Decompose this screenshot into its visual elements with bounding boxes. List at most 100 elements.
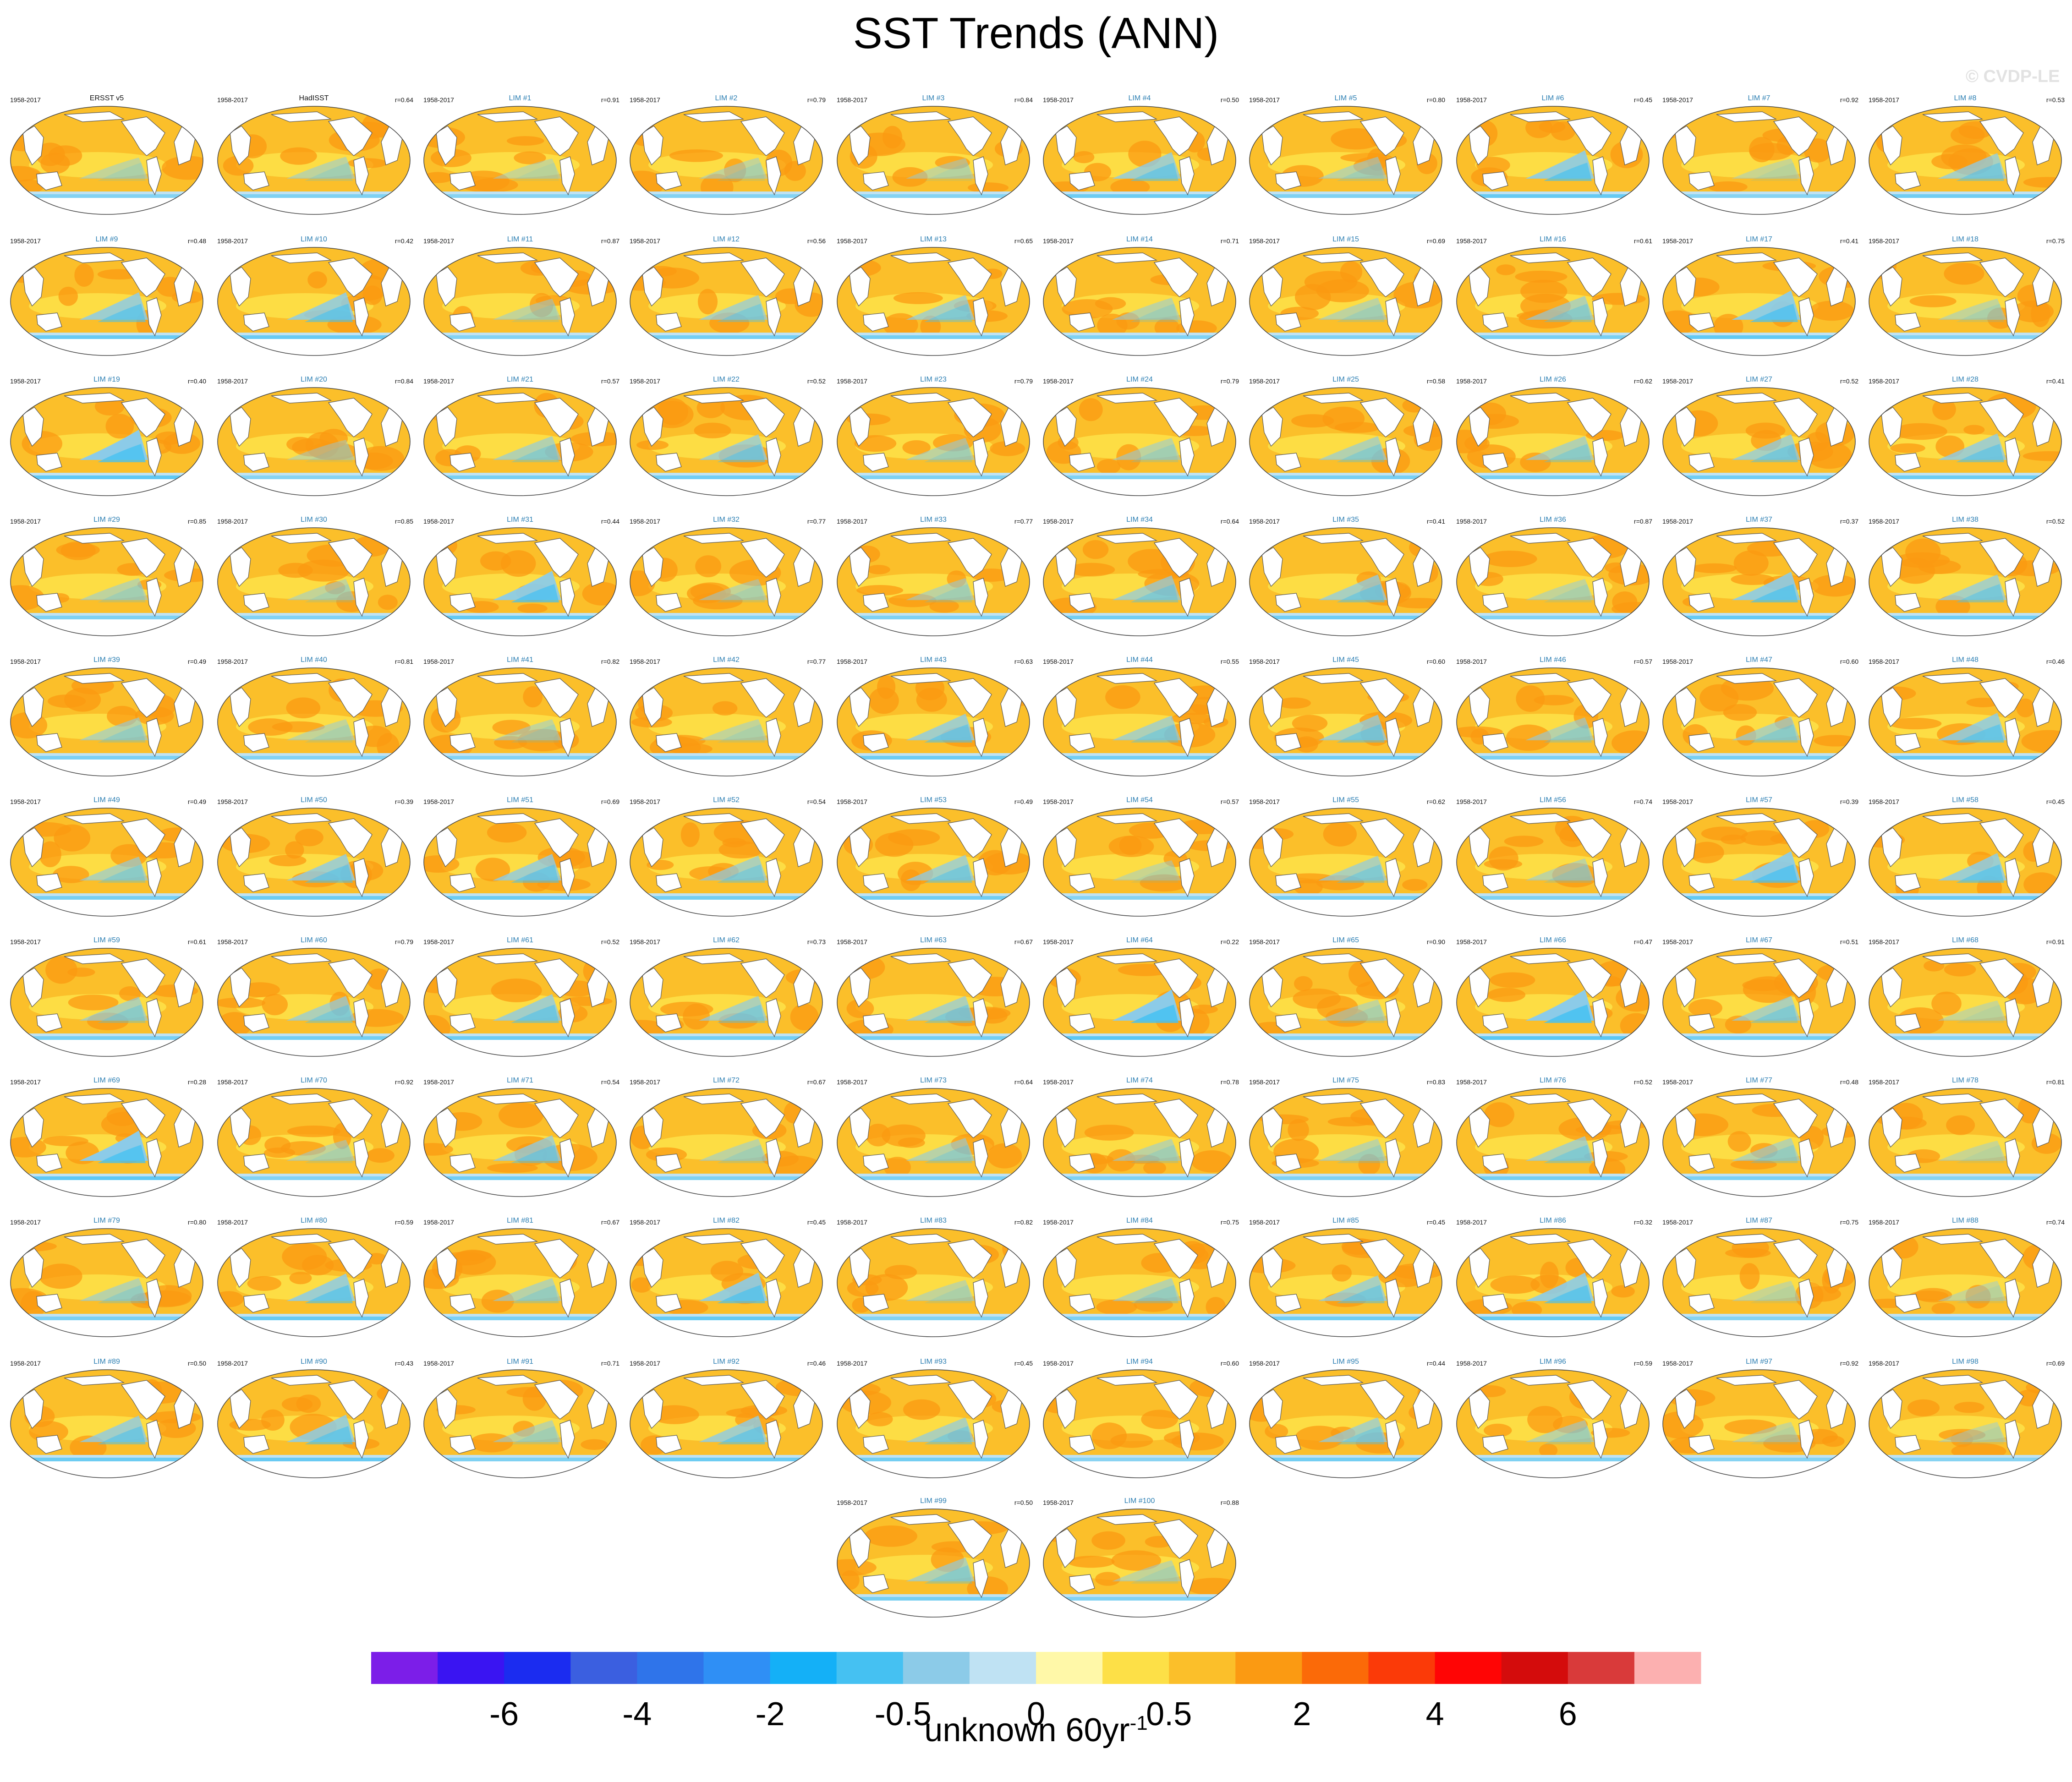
map-panel: 1958-2017 LIM #51 r=0.69 [417,793,623,931]
panel-title: LIM #99 [920,1497,947,1505]
panel-title: LIM #36 [1540,516,1566,524]
sst-trend-map [1043,527,1236,636]
colorbar-swatch [637,1652,704,1684]
panel-correlation: r=0.75 [1840,1219,1858,1226]
map-panel: 1958-2017 LIM #98 r=0.69 [1862,1355,2068,1492]
warm-patch [1689,842,1724,864]
warm-patch [1611,1285,1635,1298]
cooling-core [98,1285,146,1303]
panel-title: LIM #95 [1332,1358,1359,1366]
map-panel: 1958-2017 LIM #19 r=0.40 [4,373,210,510]
map-panel: 1958-2017 LIM #22 r=0.52 [623,373,829,510]
continent [1798,1279,1814,1318]
continent [1773,538,1818,578]
continent [534,538,579,578]
panel-correlation: r=0.92 [395,1078,413,1086]
panel-period: 1958-2017 [1869,237,1899,245]
continent [1881,267,1902,307]
sst-trend-map [1249,808,1442,917]
panel-period: 1958-2017 [1662,237,1693,245]
panel-title: LIM #70 [301,1077,327,1084]
continent [436,407,457,447]
map-panel: 1958-2017 LIM #16 r=0.61 [1450,233,1656,370]
continent [1510,111,1571,122]
panel-correlation: r=0.59 [395,1219,413,1226]
continent [642,267,663,307]
continent [1275,1294,1301,1313]
continent [1979,257,2024,297]
continent [683,813,745,824]
continent [656,1013,682,1033]
continent [1922,1093,1984,1104]
southern-ocean-cool [436,1176,604,1180]
map-border [423,948,617,1057]
cooling-core [924,1285,972,1303]
antarctica [11,760,203,776]
continent [1096,111,1158,122]
southern-ocean-cool [1262,476,1430,479]
panel-period: 1958-2017 [1043,1078,1074,1086]
continent [271,953,332,964]
cooling-core [1130,584,1179,602]
panel-title: LIM #19 [93,376,120,383]
continent [1179,156,1195,196]
warm-patch [487,1163,538,1173]
panel-correlation: r=0.58 [1426,377,1445,385]
map-panel: 1958-2017 LIM #11 r=0.87 [417,233,623,370]
continent [22,126,44,166]
map-panel-grid: 1958-2017 ERSST v5 1958-2017 HadISST r=0.64 1… [4,94,2068,1632]
continent [1895,453,1921,472]
map-panel: 1958-2017 LIM #20 r=0.84 [211,373,417,510]
map-panel: 1958-2017 LIM #99 r=0.50 [830,1494,1036,1632]
continent [64,953,125,964]
warm-patch [58,286,78,306]
continent [1675,687,1696,727]
continent [1895,171,1921,191]
antarctica [1869,1040,2061,1056]
continent [1979,398,2024,437]
panel-title: LIM #86 [1540,1217,1566,1224]
warm-patch [1340,261,1363,283]
warm-patch [697,289,718,315]
map-panel: 1958-2017 LIM #73 r=0.64 [830,1074,1036,1211]
continent [1385,858,1401,897]
continent [559,1138,575,1178]
cooling-tongue [1112,716,1181,740]
panel-period: 1958-2017 [630,1360,660,1367]
continent [849,1108,871,1148]
continent [121,678,165,718]
cooling-tongue [79,1278,148,1301]
map-panel: 1958-2017 LIM #95 r=0.44 [1243,1355,1449,1492]
continent [1469,267,1490,307]
map-panel: 1958-2017 LIM #62 r=0.73 [623,934,829,1071]
continent [353,718,369,757]
continent [1979,1239,2024,1279]
panel-period: 1958-2017 [630,938,660,946]
map-panel: 1958-2017 LIM #96 r=0.59 [1450,1355,1656,1492]
continent [534,257,579,297]
continent [22,407,44,447]
continent [973,437,988,477]
continent [353,1420,369,1459]
colorbar-tick-label: -4 [622,1696,652,1733]
continent [1153,398,1198,437]
antarctica [218,900,410,916]
continent [1895,593,1921,612]
sst-trend-map [423,247,617,356]
antarctica [1250,198,1442,214]
continent [1469,968,1490,1008]
southern-ocean-cool [850,616,1017,619]
warm-patch [1516,685,1545,712]
southern-ocean-cool [850,1458,1017,1461]
southern-ocean-cool [230,1036,398,1040]
panel-period: 1958-2017 [1249,1360,1280,1367]
warm-patch [1084,1125,1134,1141]
sst-trend-map [837,1228,1030,1337]
continent [477,1093,538,1104]
panel-title: LIM #92 [713,1358,740,1366]
southern-ocean-cool [230,1458,398,1461]
continent [1359,257,1404,297]
southern-ocean-cool [436,896,604,900]
panel-title: LIM #56 [1540,796,1566,804]
warm-patch [1490,1275,1540,1294]
